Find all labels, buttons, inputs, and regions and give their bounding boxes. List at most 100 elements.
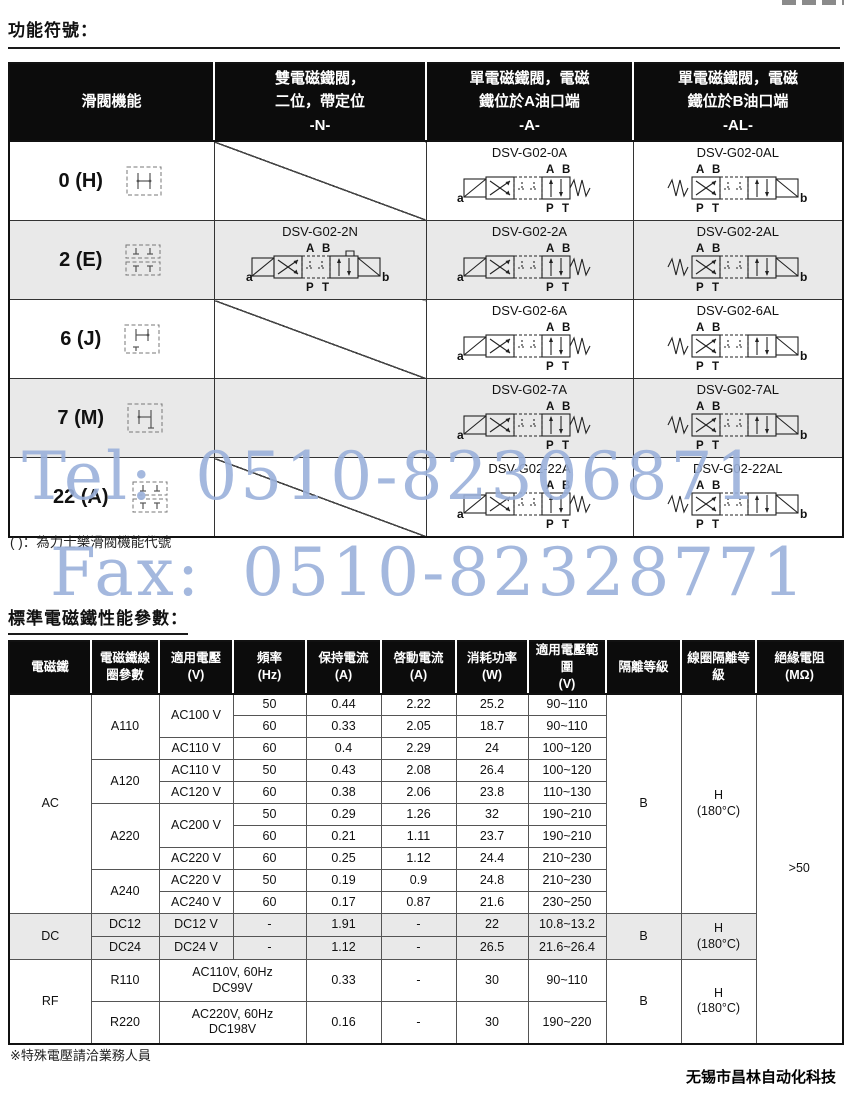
valve-cell: DSV-G02-0A a A B P T [425, 140, 634, 221]
solenoid-table-cell: 0.33 [305, 715, 382, 739]
spool-function-cell: 7 (M) [8, 378, 215, 458]
solenoid-table-cell: 60 [232, 847, 307, 871]
svg-text:A: A [696, 243, 704, 255]
page-title-solenoid-params: 標準電磁鐵性能參數： [8, 604, 188, 635]
solenoid-column-header: 適用電壓 (V) [158, 641, 233, 695]
svg-text:a: a [457, 270, 464, 284]
model-code: DSV-G02-22AL [692, 461, 783, 476]
spool-function-label: 0 (H) [58, 169, 103, 192]
solenoid-table-cell: H (180°C) [680, 913, 757, 961]
spool-function-label: 22 (A) [52, 485, 109, 508]
solenoid-table-cell: 0.29 [305, 803, 382, 827]
solenoid-table-cell: 0.9 [380, 869, 457, 893]
spool-symbol [126, 166, 162, 196]
svg-text:T: T [712, 282, 719, 294]
valve-cell: DSV-G02-2AL b A B P T [632, 220, 844, 300]
svg-text:T: T [712, 361, 719, 373]
svg-text:P: P [306, 282, 314, 294]
svg-text:A: A [696, 164, 704, 176]
solenoid-table-cell: 0.38 [305, 781, 382, 805]
solenoid-table-cell: 1.91 [305, 913, 382, 938]
function-column-header: 雙電磁鐵閥， 二位，帶定位 -N- [213, 63, 426, 142]
spool-function-cell: 6 (J) [8, 299, 215, 379]
not-available-cell [213, 457, 427, 538]
model-code: DSV-G02-22A [488, 461, 571, 476]
solenoid-table-cell: 50 [232, 803, 307, 827]
svg-text:B: B [712, 401, 720, 413]
solenoid-table-cell: DC24 V [158, 936, 234, 961]
svg-text:P: P [546, 203, 554, 215]
solenoid-table-cell: 2.29 [380, 737, 457, 761]
svg-text:P: P [696, 203, 704, 215]
solenoid-table-cell: 2.22 [380, 693, 457, 717]
solenoid-table-cell: AC [8, 693, 92, 915]
solenoid-column-header: 電磁鐵線圈參數 [90, 641, 159, 695]
solenoid-table-cell: 60 [232, 825, 307, 849]
solenoid-table-cell: DC12 V [158, 913, 234, 938]
svg-text:A: A [306, 243, 314, 255]
solenoid-column-header: 線圈隔離等級 [680, 641, 756, 695]
function-column-header: 滑閥機能 [9, 63, 214, 142]
function-column-header: 單電磁鐵閥，電磁 鐵位於A油口端 -A- [425, 63, 633, 142]
svg-text:P: P [546, 440, 554, 452]
solenoid-table-cell: 190~220 [527, 1001, 607, 1045]
solenoid-table-cell: 26.5 [455, 936, 529, 961]
spool-symbol [125, 244, 161, 276]
not-available-cell [213, 140, 427, 221]
solenoid-column-header: 消耗功率 (W) [455, 641, 528, 695]
solenoid-table-cell: 25.2 [455, 693, 529, 717]
valve-cell: DSV-G02-7A a A B P T [425, 378, 634, 458]
svg-text:a: a [457, 507, 464, 521]
solenoid-table-cell: 60 [232, 891, 307, 915]
solenoid-table-cell: 1.12 [380, 847, 457, 871]
solenoid-table-cell: 100~120 [527, 759, 607, 783]
solenoid-column-header: 隔離等級 [605, 641, 681, 695]
model-code: DSV-G02-2AL [696, 224, 779, 239]
svg-text:b: b [800, 191, 807, 205]
solenoid-column-header: 啓動電流 (A) [380, 641, 456, 695]
solenoid-table-cell: DC [8, 913, 92, 961]
solenoid-table-cell: AC240 V [158, 891, 234, 915]
solenoid-table-cell: 190~210 [527, 825, 607, 849]
solenoid-table-cell: B [605, 693, 682, 915]
solenoid-table-cell: AC110 V [158, 759, 234, 783]
valve-cell: DSV-G02-22AL b A B P T [632, 457, 844, 538]
valve-symbol: a A B P T [457, 480, 590, 531]
solenoid-table-cell: DC12 [90, 913, 160, 938]
solenoid-table-cell: 0.4 [305, 737, 382, 761]
solenoid-table-cell: 50 [232, 693, 307, 717]
solenoid-table-cell: 50 [232, 759, 307, 783]
svg-text:A: A [546, 480, 554, 492]
svg-text:T: T [562, 203, 569, 215]
title-divider [8, 47, 840, 49]
solenoid-table-cell: AC220 V [158, 847, 234, 871]
solenoid-table-cell: 90~110 [527, 693, 607, 717]
valve-cell: DSV-G02-2A a A B P T [425, 220, 634, 300]
solenoid-table-cell: A220 [90, 803, 160, 871]
solenoid-table-cell: 0.44 [305, 693, 382, 717]
solenoid-table-cell: 0.43 [305, 759, 382, 783]
solenoid-column-header: 保持電流 (A) [305, 641, 381, 695]
valve-cell: DSV-G02-6AL b A B P T [632, 299, 844, 379]
svg-text:b: b [800, 507, 807, 521]
svg-text:A: A [546, 322, 554, 334]
solenoid-table-cell: 0.25 [305, 847, 382, 871]
spool-symbol [124, 324, 160, 354]
solenoid-table-cell: 23.8 [455, 781, 529, 805]
svg-text:A: A [696, 322, 704, 334]
svg-text:A: A [696, 401, 704, 413]
solenoid-table-cell: 1.26 [380, 803, 457, 827]
solenoid-table-cell: B [605, 913, 682, 961]
valve-symbol: b A B P T [667, 322, 807, 373]
solenoid-table-cell: AC100 V [158, 693, 234, 739]
solenoid-table-cell: 90~110 [527, 959, 607, 1003]
svg-text:T: T [562, 361, 569, 373]
spool-symbol [127, 403, 163, 433]
model-code: DSV-G02-7A [491, 382, 568, 397]
solenoid-column-header: 絕緣電阻 (MΩ) [755, 641, 843, 695]
solenoid-table-cell: 30 [455, 959, 529, 1003]
solenoid-table-cell: 1.11 [380, 825, 457, 849]
solenoid-table-cell: - [232, 936, 307, 961]
solenoid-table-cell: 23.7 [455, 825, 529, 849]
solenoid-table-cell: - [380, 913, 457, 938]
